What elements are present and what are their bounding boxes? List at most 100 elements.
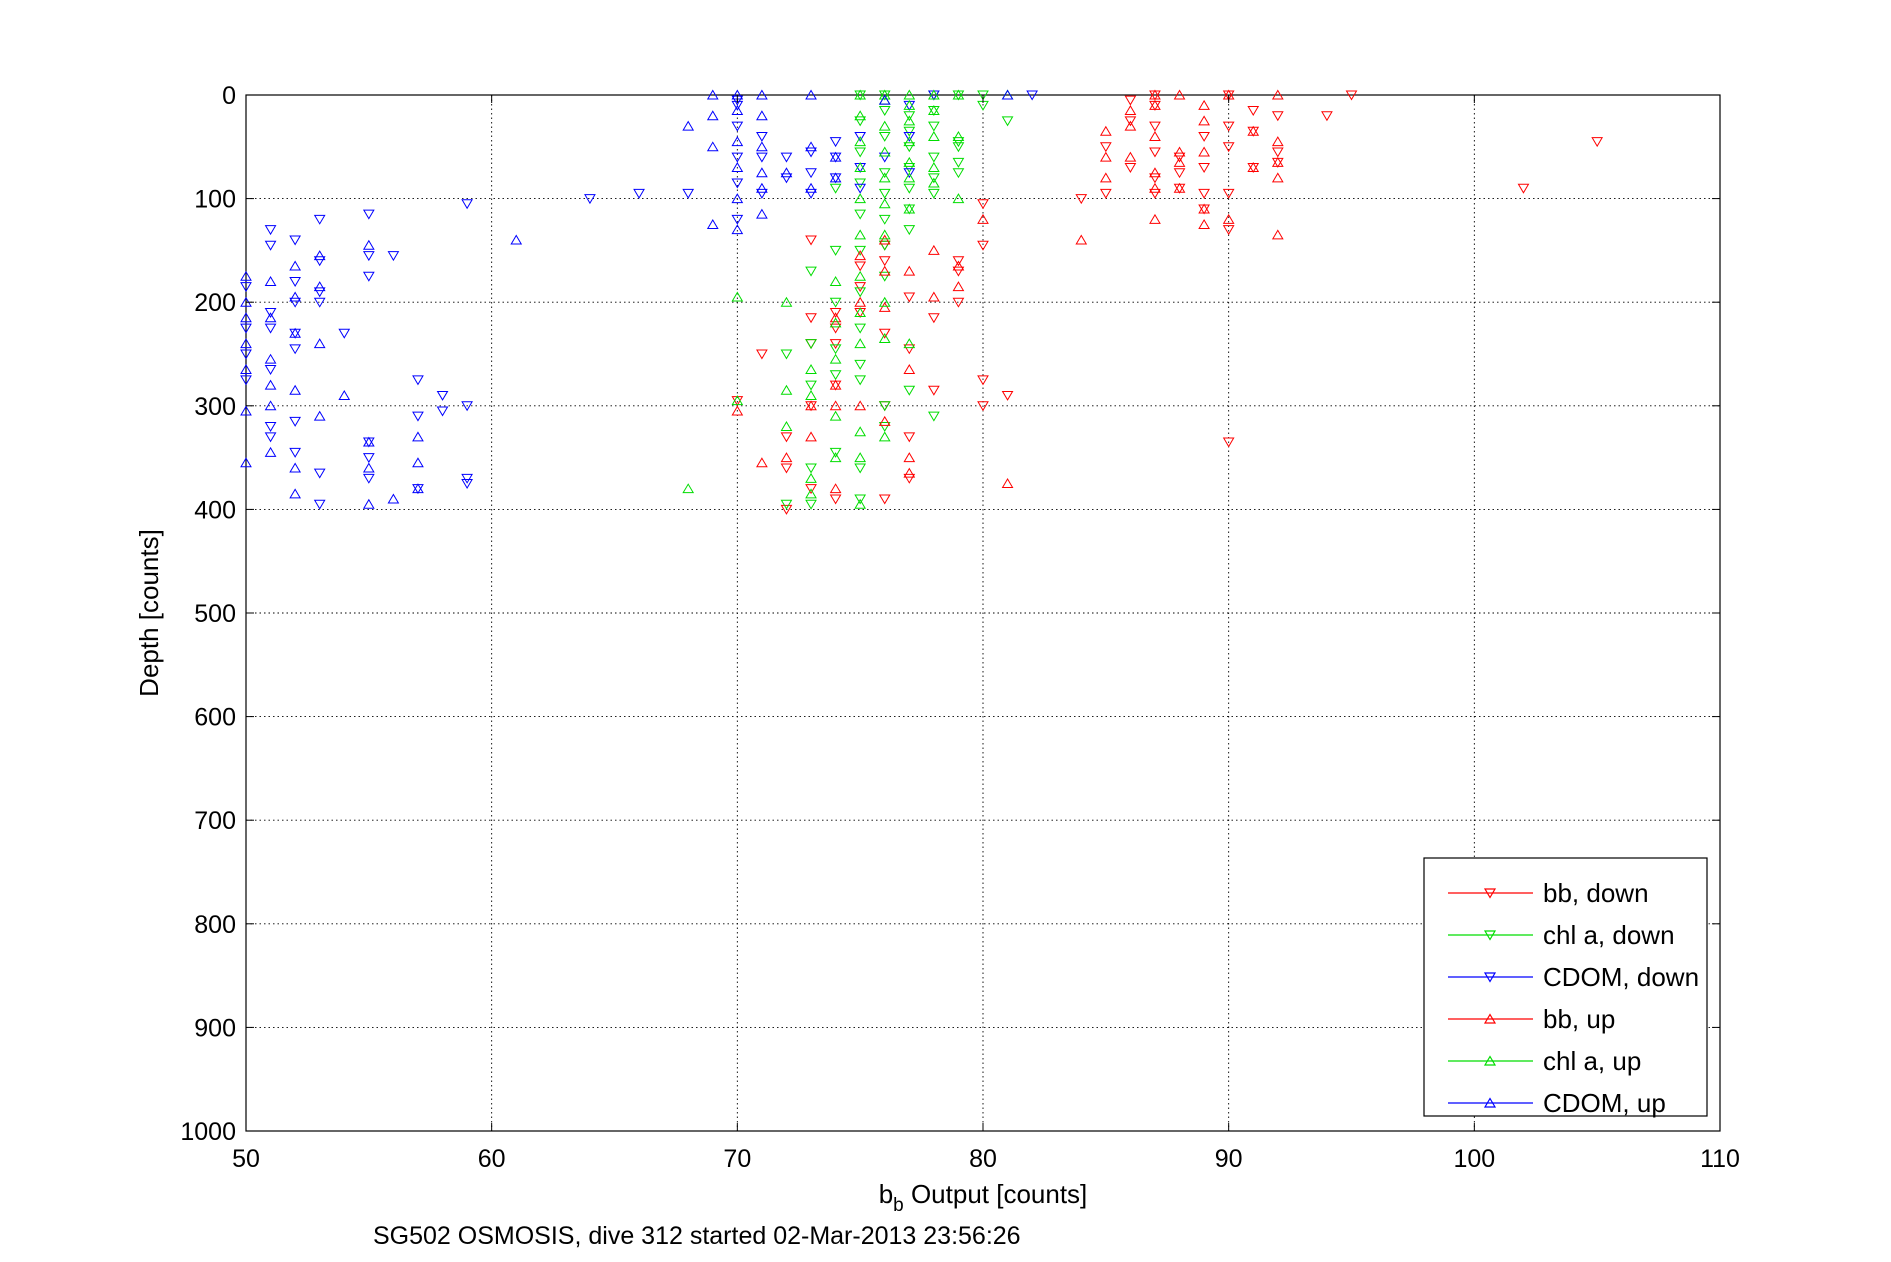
legend-entry-cdom-down: CDOM, down	[1448, 962, 1699, 992]
marker-cdom-down	[461, 473, 473, 484]
marker-chl-a-up	[854, 307, 867, 318]
marker-cdom-down	[829, 152, 842, 163]
marker-cdom-down	[903, 100, 916, 111]
marker-chl-a-up	[829, 452, 842, 463]
marker-chl-a-down	[903, 204, 916, 215]
marker-cdom-down	[289, 297, 302, 308]
marker-bb-down	[854, 261, 867, 272]
marker-cdom-up	[706, 110, 719, 121]
marker-cdom-down	[756, 131, 768, 142]
marker-chl-a-up	[780, 384, 793, 395]
marker-cdom-up	[387, 493, 400, 504]
marker-bb-down	[1271, 157, 1284, 168]
marker-cdom-down	[313, 499, 326, 510]
marker-bb-up	[829, 312, 842, 323]
marker-bb-down	[780, 504, 793, 515]
marker-chl-a-down	[854, 116, 867, 127]
marker-bb-down	[854, 308, 867, 319]
marker-cdom-down	[313, 256, 326, 267]
marker-bb-up	[1198, 99, 1210, 110]
marker-cdom-down	[264, 225, 277, 236]
marker-chl-a-up	[903, 338, 916, 349]
marker-bb-down	[805, 235, 817, 246]
marker-bb-down	[805, 401, 817, 412]
legend-label: CDOM, down	[1543, 962, 1699, 992]
marker-chl-a-down	[927, 152, 940, 163]
marker-bb-up	[927, 244, 940, 255]
marker-chl-a-down	[829, 183, 842, 194]
marker-bb-down	[1149, 121, 1161, 132]
marker-bb-down	[1075, 194, 1088, 205]
marker-cdom-down	[436, 406, 449, 417]
marker-chl-a-down	[878, 131, 891, 142]
marker-chl-a-down	[927, 121, 940, 132]
marker-cdom-up	[706, 141, 719, 152]
marker-chl-a-down	[854, 287, 867, 298]
marker-bb-down	[756, 349, 768, 360]
marker-cdom-up	[289, 384, 302, 395]
marker-bb-up	[1001, 478, 1014, 488]
marker-bb-down	[1149, 100, 1161, 111]
marker-bb-down	[952, 266, 965, 277]
marker-bb-up	[805, 400, 817, 411]
marker-cdom-down	[240, 282, 252, 293]
marker-chl-a-down	[903, 111, 916, 122]
marker-bb-up	[1099, 151, 1112, 162]
marker-bb-down	[829, 323, 842, 334]
marker-chl-a-up	[927, 105, 940, 116]
marker-chl-a-up	[903, 89, 916, 100]
marker-cdom-down	[731, 214, 744, 225]
marker-cdom-down	[264, 323, 277, 334]
marker-chl-a-up	[878, 332, 891, 343]
marker-bb-down	[1173, 168, 1186, 179]
marker-chl-a-down	[952, 157, 965, 168]
marker-cdom-down	[313, 297, 326, 308]
marker-chl-a-up	[854, 426, 867, 437]
marker-chl-a-up	[854, 110, 867, 121]
legend-entry-cdom-up: CDOM, up	[1448, 1088, 1666, 1118]
marker-bb-up	[1247, 125, 1260, 136]
marker-chl-a-up	[731, 395, 744, 406]
marker-bb-down	[878, 256, 891, 267]
marker-bb-down	[1173, 183, 1186, 194]
marker-bb-up	[1173, 89, 1186, 100]
marker-cdom-up	[756, 89, 768, 100]
marker-bb-down	[1321, 111, 1333, 122]
marker-chl-a-down	[829, 245, 842, 256]
marker-cdom-down	[264, 365, 277, 376]
marker-chl-a-down	[903, 163, 916, 174]
marker-cdom-up	[240, 270, 252, 281]
y-tick-label: 700	[194, 807, 236, 835]
marker-bb-down	[1517, 183, 1530, 194]
marker-bb-down	[1271, 111, 1284, 122]
marker-chl-a-up	[903, 99, 916, 110]
marker-cdom-up	[756, 167, 768, 178]
axis-ticks: 50 60 70 80 90 100 110 0 100 200 300 400 500 600 700 80…	[180, 82, 1740, 1173]
marker-cdom-down	[633, 188, 645, 199]
marker-bb-up	[1173, 156, 1186, 167]
marker-cdom-down	[461, 401, 473, 412]
marker-bb-down	[1149, 173, 1161, 184]
marker-chl-a-down	[780, 349, 793, 360]
marker-bb-down	[854, 282, 867, 293]
marker-bb-down	[1591, 137, 1604, 148]
legend-entry-bb-up: bb, up	[1448, 1004, 1615, 1034]
marker-bb-up	[756, 457, 768, 468]
marker-chl-a-down	[977, 90, 989, 101]
x-axis-label-main: b	[879, 1179, 893, 1209]
y-tick-label: 0	[222, 82, 236, 110]
marker-cdom-down	[682, 188, 695, 199]
marker-bb-up	[1247, 162, 1260, 173]
marker-cdom-up	[289, 260, 302, 271]
y-tick-label: 1000	[180, 1118, 236, 1146]
marker-bb-down	[1222, 188, 1235, 199]
marker-chl-a-down	[878, 422, 891, 433]
marker-chl-a-down	[952, 142, 965, 153]
marker-bb-down	[829, 380, 842, 391]
marker-bb-down	[977, 199, 989, 210]
marker-bb-down	[1222, 142, 1235, 153]
marker-bb-down	[780, 463, 793, 474]
marker-cdom-down	[461, 199, 473, 210]
marker-chl-a-down	[829, 297, 842, 308]
marker-cdom-down	[805, 188, 817, 199]
